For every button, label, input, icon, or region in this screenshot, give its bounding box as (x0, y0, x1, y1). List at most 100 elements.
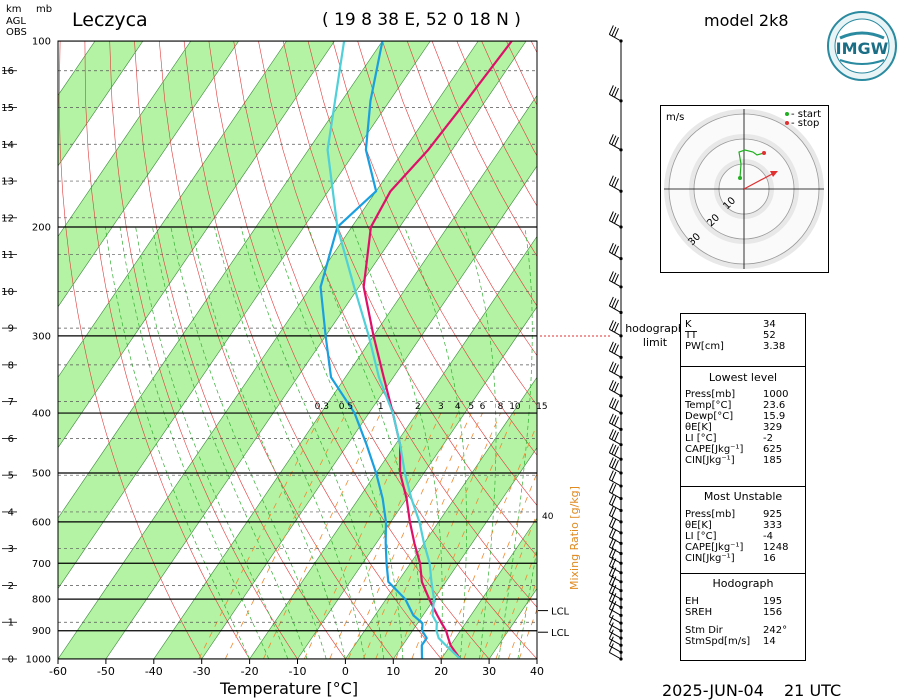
barb-staff (609, 452, 622, 460)
barb-feather (608, 470, 614, 480)
barb-dot (619, 285, 623, 289)
barb-feather (608, 361, 614, 371)
barb-feather (611, 212, 617, 223)
height-tick-label: 4 (8, 507, 14, 518)
barb-staff (609, 279, 622, 288)
barb-staff (609, 623, 622, 632)
barb-dot (619, 597, 623, 601)
storm-motion-vector (743, 172, 775, 190)
table-row: θE[K] 333 (681, 520, 805, 531)
barb-feather (611, 458, 617, 469)
indices-table-top: K 34 TT 52 PW[cm] 3.38 (680, 313, 806, 373)
x-tick-label: 30 (482, 665, 496, 678)
stop-legend-dot (785, 121, 789, 125)
barb-dot (619, 334, 623, 338)
height-tick-label: 8 (8, 360, 14, 371)
row-value: 625 (763, 444, 783, 455)
hodograph-unit: m/s (666, 112, 684, 123)
hodograph-trace (738, 149, 765, 179)
row-value: 52 (763, 330, 776, 341)
wind-barb (608, 494, 623, 513)
moist-adiabat (190, 226, 346, 659)
moist-adiabat (271, 226, 404, 659)
x-tick-label: -10 (289, 665, 307, 678)
wind-barb (608, 242, 623, 261)
dry-adiabat (233, 41, 537, 659)
barb-feather (608, 397, 614, 407)
barb-feather (611, 430, 617, 440)
row-value: 925 (763, 509, 783, 520)
barb-feather (608, 25, 614, 35)
wind-barb (608, 482, 623, 501)
pressure-axis: 100 200 300 400 500 600 700 800 900 1000 (26, 37, 51, 666)
barb-dot (619, 471, 623, 475)
wind-barb (608, 470, 623, 488)
row-value: -2 (763, 433, 773, 444)
table-row: K 34 (681, 319, 805, 330)
pressure-tick-label: 100 (32, 37, 51, 48)
date-label: 2025-JUN-04 (662, 681, 764, 700)
mixing-ratio-tick: 8 (498, 402, 504, 412)
barb-dot (619, 571, 623, 575)
moist-adiabat (517, 547, 537, 659)
barb-dot (619, 484, 623, 488)
height-tick-label: 13 (1, 177, 14, 188)
height-tick-label: 3 (8, 544, 14, 555)
height-tick-label: 6 (8, 434, 14, 445)
barb-staff (609, 631, 622, 639)
barb-dot (619, 643, 623, 647)
barb-feather (608, 134, 614, 144)
lcl-markers: LCL LCL (538, 607, 570, 639)
dry-adiabat (530, 41, 537, 54)
pressure-tick-label: 800 (32, 595, 51, 606)
x-tick-label: 40 (530, 665, 544, 678)
barb-feather (608, 643, 614, 653)
lcl-label: LCL (551, 628, 570, 639)
barb-dot (619, 541, 623, 545)
isotherm (249, 235, 537, 659)
wind-barb (608, 506, 623, 524)
row-value: 333 (763, 520, 783, 531)
mixing-ratio-tick: 6 (480, 402, 486, 412)
dry-adiabat (84, 41, 250, 659)
x-tick-label: -40 (145, 665, 163, 678)
hodograph-start-point (738, 176, 742, 180)
barb-staff (609, 93, 622, 102)
row-key: CAPE[Jkg⁻¹] (685, 542, 744, 553)
mixing-ratio-tick: 1 (378, 402, 384, 412)
moist-adiabat (498, 226, 533, 659)
barb-feather (614, 323, 619, 333)
row-value: 242° (763, 625, 788, 636)
dry-adiabat (357, 41, 537, 406)
lcl-label: LCL (551, 607, 570, 618)
height-tick-label: 9 (8, 324, 14, 335)
barb-feather (608, 622, 614, 632)
barb-feather (611, 584, 617, 595)
barb-feather (611, 135, 617, 145)
barb-feather (611, 529, 617, 539)
barb-feather (608, 506, 614, 516)
barb-feather (608, 443, 614, 453)
isotherm (536, 658, 537, 659)
x-tick-label: 0 (342, 665, 349, 678)
isotherm (201, 165, 537, 659)
barb-feather (611, 176, 617, 187)
most-unstable-table: Most Unstable Press[mb] 925 θE[K] 333 LI [°C… (680, 486, 806, 576)
barb-feather (611, 272, 617, 283)
barb-staff (609, 600, 622, 608)
row-key: θE[K] (685, 422, 712, 433)
table-row: LI [°C] -4 (681, 531, 805, 542)
barb-dot (619, 580, 623, 584)
row-value: 156 (763, 607, 783, 618)
barb-feather (608, 341, 614, 352)
hodograph-limit-text: hodograph limit (625, 322, 685, 349)
barb-staff (609, 574, 622, 583)
barb-feather (611, 444, 617, 455)
dry-adiabat (307, 41, 537, 506)
barb-dot (619, 508, 623, 513)
barb-staff (609, 616, 622, 624)
dry-adiabat (282, 41, 537, 557)
barb-dot (619, 355, 623, 359)
hodograph-table: Hodograph EH 195 SREH 156 Stm Dir 242° StmSpd… (680, 573, 806, 661)
barb-dot (619, 621, 623, 625)
